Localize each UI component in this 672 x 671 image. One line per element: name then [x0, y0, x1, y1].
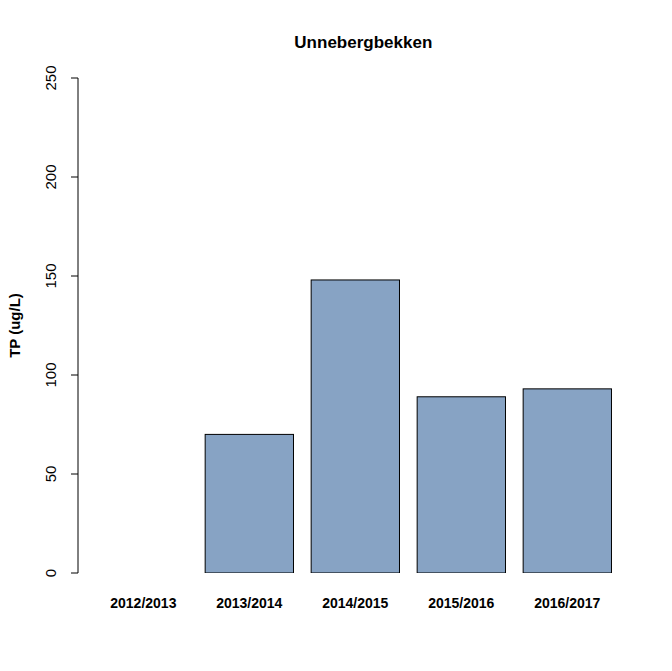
y-axis-line — [78, 78, 79, 573]
y-tick-label: 250 — [42, 65, 59, 90]
y-tick — [71, 573, 78, 574]
y-tick-label: 200 — [42, 164, 59, 189]
x-tick-label: 2016/2017 — [534, 595, 600, 611]
bar — [205, 434, 293, 573]
y-tick — [71, 177, 78, 178]
x-tick-label: 2013/2014 — [216, 595, 282, 611]
bar — [311, 280, 399, 573]
title: Unnebergbekken — [294, 33, 432, 52]
y-tick — [71, 78, 78, 79]
bar — [523, 389, 611, 573]
bars — [205, 280, 611, 573]
y-tick-label: 100 — [42, 362, 59, 387]
y-tick — [71, 276, 78, 277]
x-tick-label: 2015/2016 — [428, 595, 494, 611]
x-tick-label: 2014/2015 — [322, 595, 388, 611]
y-tick — [71, 474, 78, 475]
y-tick — [71, 375, 78, 376]
bar — [417, 397, 505, 573]
chart: Unnebergbekken TP (ug/L) 0 50 100 150 200 250 20… — [0, 0, 672, 671]
y-tick-label: 0 — [42, 569, 59, 577]
y-tick-label: 150 — [42, 263, 59, 288]
y-tick-label: 50 — [42, 466, 59, 483]
y-axis-label: TP (ug/L) — [6, 293, 23, 358]
x-tick-label: 2012/2013 — [110, 595, 176, 611]
